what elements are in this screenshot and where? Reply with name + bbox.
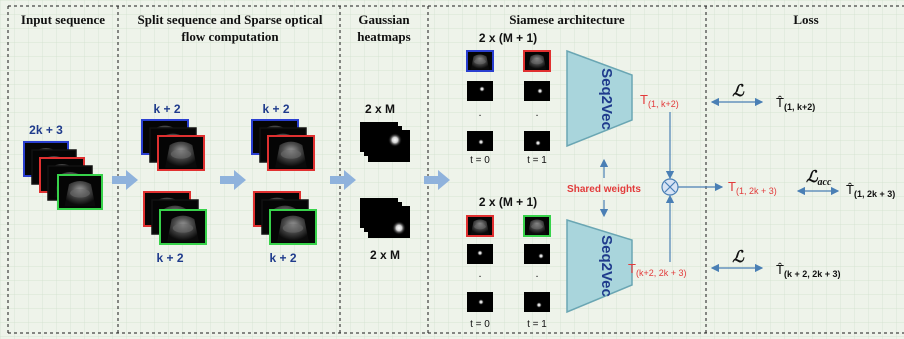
dots-label: . [535, 268, 538, 280]
t0-label: t = 0 [470, 155, 490, 166]
flow-arrows [112, 170, 450, 190]
t-bottom-output: T(k+2, 2k + 3) [628, 261, 686, 278]
heatmap-spot-icon [535, 140, 541, 146]
heatmap-icon [524, 244, 550, 264]
section-dividers [7, 5, 904, 334]
loss-lacc-symbol: ℒacc [806, 169, 832, 188]
t1-label: t = 1 [527, 319, 547, 330]
siamese-bottom-inputs: . . t = 0 t = 1 [466, 215, 551, 330]
split-top-left-label: k + 2 [153, 102, 180, 116]
loss-bottom: ℒ T̂(k + 2, 2k + 3) [710, 249, 841, 279]
t1-label: t = 1 [527, 155, 547, 166]
heatmap-top-label: 2 x M [365, 102, 395, 116]
t-hat-top: T̂(1, k+2) [776, 95, 815, 112]
heatmap-spot-icon [538, 253, 544, 259]
dots-label: . [478, 268, 481, 280]
heatmap-spot-icon [477, 250, 483, 256]
heatmap-top-stack [360, 122, 410, 162]
ultrasound-frame-icon [267, 135, 315, 171]
heatmap-spot-icon [536, 302, 542, 308]
t-hat-bottom: T̂(k + 2, 2k + 3) [776, 262, 841, 279]
t-mid-output: T(1, 2k + 3) [728, 179, 777, 196]
split-bottom-left-label: k + 2 [156, 251, 183, 265]
split-top-left-stack [141, 119, 205, 171]
flow-arrow-icon [112, 170, 138, 190]
siamese-bottom-count: 2 x (M + 1) [479, 195, 537, 209]
ultrasound-frame-icon [157, 135, 205, 171]
heatmap-spot-icon [537, 88, 543, 94]
dots-label: . [478, 107, 481, 119]
input-count-label: 2k + 3 [29, 123, 63, 137]
title-input: Input sequence [21, 12, 105, 27]
seq2vec-top: Seq2Vec [566, 49, 633, 148]
heatmap-bottom-label: 2 x M [370, 248, 400, 262]
heatmap-spot-icon [479, 86, 485, 92]
seq2vec-bottom-label: Seq2Vec [598, 235, 615, 297]
loss-mid: T(1, 2k + 3) ℒacc T̂(1, 2k + 3) [728, 169, 895, 199]
title-heatmaps-2: heatmaps [357, 29, 410, 44]
loss-l-symbol: ℒ [732, 83, 745, 100]
ultrasound-frame-icon [269, 209, 317, 245]
title-loss: Loss [793, 12, 818, 27]
split-top-right-label: k + 2 [262, 102, 289, 116]
dots-label: . [535, 107, 538, 119]
t-top-output: T(1, k+2) [640, 92, 679, 109]
split-bottom-left-stack [143, 191, 207, 245]
title-split-2: flow computation [181, 29, 279, 44]
t0-label: t = 0 [470, 319, 490, 330]
heatmap-bottom-stack [360, 198, 410, 238]
ultrasound-frame-icon [57, 174, 103, 210]
flow-arrow-icon [220, 170, 246, 190]
heatmap-icon [524, 292, 550, 312]
heatmap-spot-icon [478, 299, 484, 305]
flow-arrow-icon [424, 170, 450, 190]
split-top-right-stack [251, 119, 315, 171]
shared-weights-label: Shared weights [567, 184, 641, 195]
ultrasound-frame-icon [466, 215, 494, 237]
split-bottom-right-label: k + 2 [269, 251, 296, 265]
title-siamese: Siamese architecture [509, 12, 625, 27]
heatmap-icon [368, 206, 410, 238]
siamese-top-count: 2 x (M + 1) [479, 31, 537, 45]
t-hat-mid: T̂(1, 2k + 3) [846, 182, 895, 199]
title-heatmaps-1: Gaussian [358, 12, 410, 27]
ultrasound-frame-icon [523, 50, 551, 72]
title-split-1: Split sequence and Sparse optical [138, 12, 323, 27]
split-bottom-right-stack [253, 191, 317, 245]
heatmap-spot-icon [478, 139, 484, 145]
ultrasound-frame-icon [466, 50, 494, 72]
seq2vec-top-label: Seq2Vec [598, 68, 615, 130]
ultrasound-frame-icon [159, 209, 207, 245]
heatmap-spot-icon [392, 221, 406, 235]
loss-top: ℒ T̂(1, k+2) [710, 83, 815, 112]
seq2vec-bottom: Seq2Vec [566, 218, 633, 314]
loss-l-symbol: ℒ [732, 249, 745, 266]
combine-icon [661, 178, 679, 196]
flow-arrow-icon [330, 170, 356, 190]
shared-weights: Shared weights [567, 158, 641, 218]
heatmap-spot-icon [388, 133, 402, 147]
siamese-top-inputs: . . t = 0 t = 1 [466, 50, 551, 166]
heatmap-icon [368, 130, 410, 162]
input-frame-stack [23, 141, 103, 210]
ultrasound-frame-icon [523, 215, 551, 237]
